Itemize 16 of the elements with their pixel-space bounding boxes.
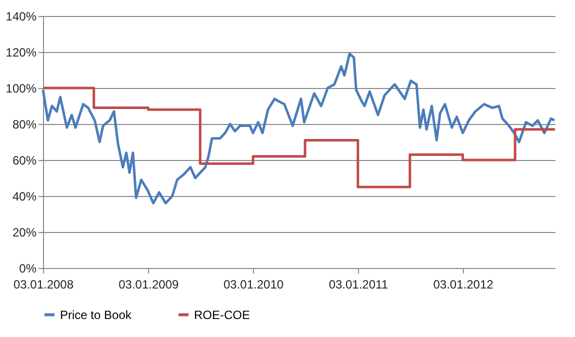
line-series: [42, 52, 556, 204]
x-tick-label: 03.01.2012: [433, 278, 494, 292]
y-tick-label: 0%: [19, 262, 37, 276]
x-tick-label: 03.01.2008: [13, 278, 74, 292]
y-tick-label: 60%: [12, 154, 37, 168]
y-tick-label: 140%: [6, 10, 37, 24]
legend-label: ROE-COE: [194, 308, 250, 322]
x-tick-label: 03.01.2009: [118, 278, 180, 292]
x-tick-label: 03.01.2011: [328, 278, 388, 292]
y-tick-label: 100%: [6, 82, 37, 96]
y-tick-label: 40%: [12, 190, 37, 204]
y-tick-label: 80%: [12, 118, 37, 132]
y-tick-label: 20%: [12, 226, 37, 240]
legend-label: Price to Book: [60, 308, 132, 322]
x-tick-label: 03.01.2010: [224, 278, 284, 292]
y-tick-label: 120%: [6, 46, 37, 60]
